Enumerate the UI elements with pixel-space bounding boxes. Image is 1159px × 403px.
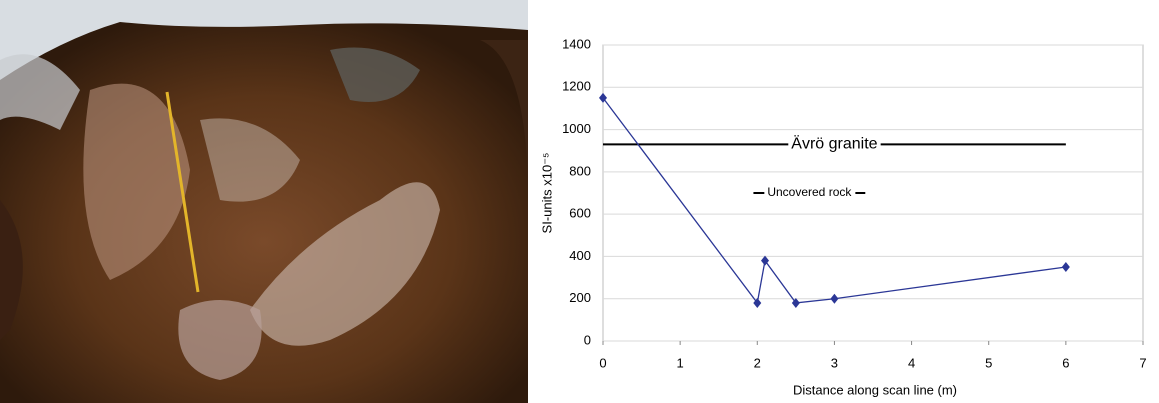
y-tick-label: 600 (569, 206, 591, 221)
annotation: Ävrö granite (791, 135, 877, 153)
y-tick-label: 1000 (562, 121, 591, 136)
x-tick-label: 1 (677, 355, 684, 370)
x-tick-label: 3 (831, 355, 838, 370)
y-tick-label: 400 (569, 248, 591, 263)
y-tick-label: 1400 (562, 36, 591, 51)
x-tick-label: 4 (908, 355, 915, 370)
photo (0, 0, 528, 403)
data-point (830, 294, 838, 304)
figure: Distance along scan line (m) SI-units x1… (0, 0, 1159, 403)
data-point (1062, 262, 1070, 272)
annotation: Uncovered rock (767, 185, 852, 199)
plot-frame (603, 45, 1143, 341)
x-tick-label: 5 (985, 355, 992, 370)
y-tick-label: 1200 (562, 79, 591, 94)
y-tick-label: 800 (569, 163, 591, 178)
y-tick-label: 200 (569, 290, 591, 305)
x-tick-label: 6 (1062, 355, 1069, 370)
x-tick-label: 2 (754, 355, 761, 370)
x-tick-label: 7 (1139, 355, 1146, 370)
x-axis-label: Distance along scan line (m) (793, 382, 957, 397)
y-axis-label: SI-units x10⁻⁵ (539, 153, 554, 234)
y-tick-label: 0 (584, 332, 591, 347)
series-line (603, 98, 1066, 303)
x-tick-label: 0 (599, 355, 606, 370)
